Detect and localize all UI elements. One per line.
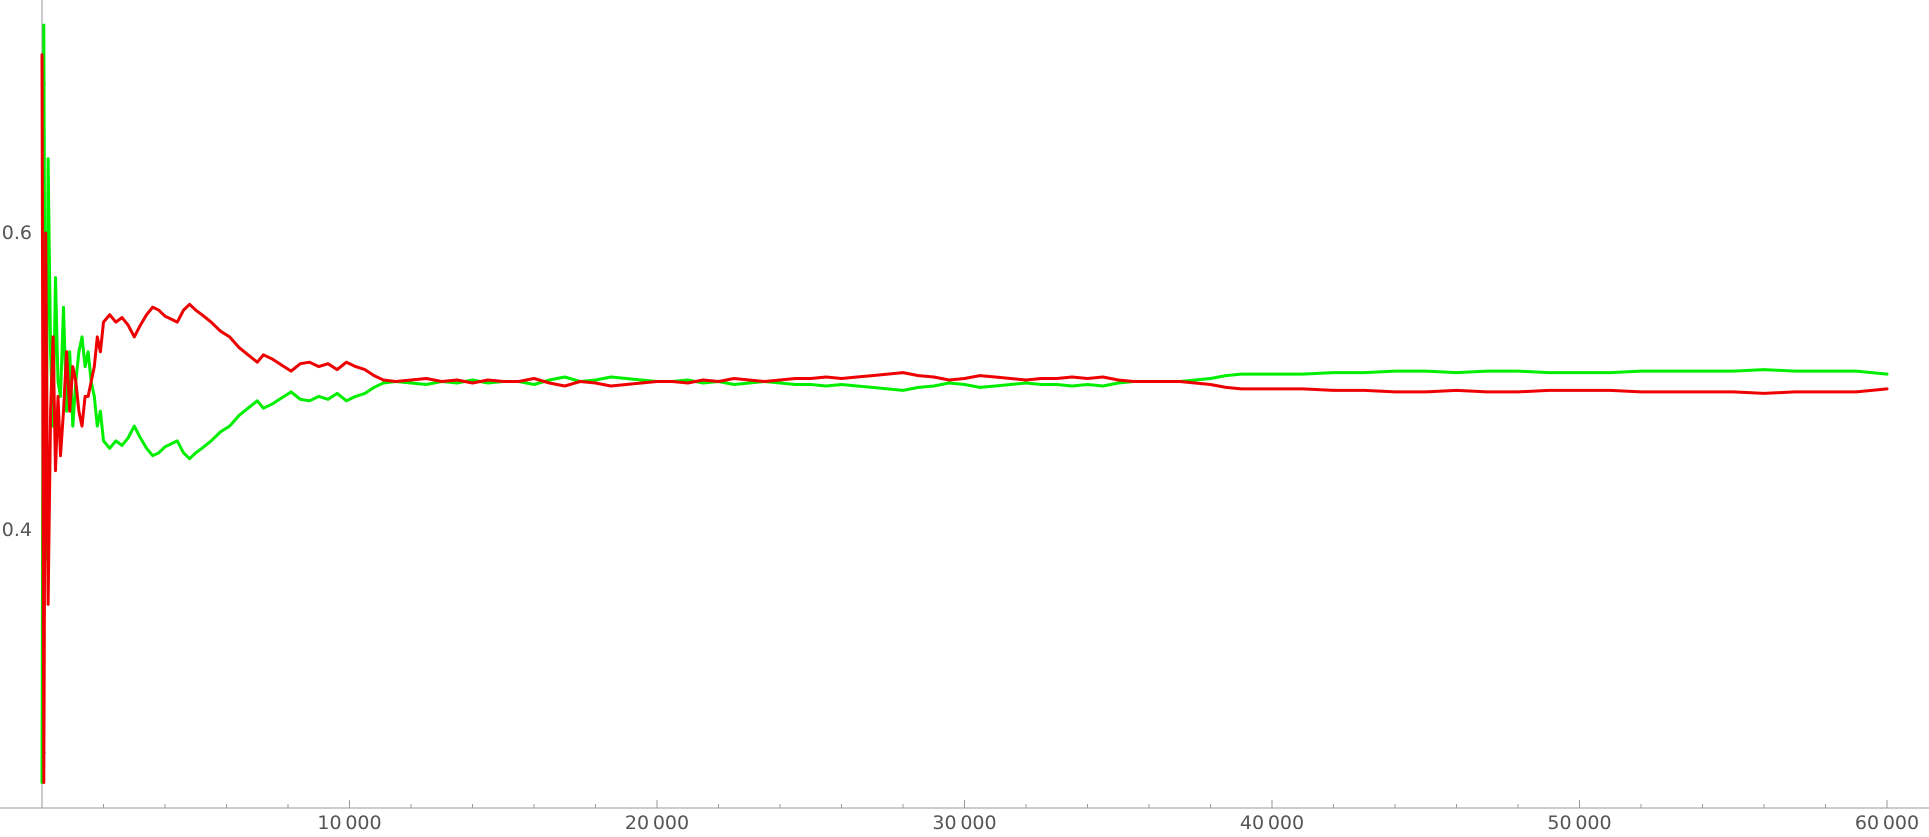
x-tick-label: 20 000 [625, 812, 689, 834]
y-tick-label: 0.4 [2, 519, 32, 541]
x-tick-label: 30 000 [932, 812, 996, 834]
series-line-2 [40, 53, 1889, 784]
x-ticks: 10 000 20 000 30 000 40 000 50 000 60 000 [103, 800, 1919, 834]
x-tick-label: 60 000 [1855, 812, 1919, 834]
series-layer [40, 23, 1889, 784]
series-line-1 [40, 23, 1889, 784]
x-tick-label: 50 000 [1547, 812, 1611, 834]
x-tick-label: 40 000 [1240, 812, 1304, 834]
y-tick-label: 0.6 [2, 222, 32, 244]
x-tick-label: 10 000 [317, 812, 381, 834]
